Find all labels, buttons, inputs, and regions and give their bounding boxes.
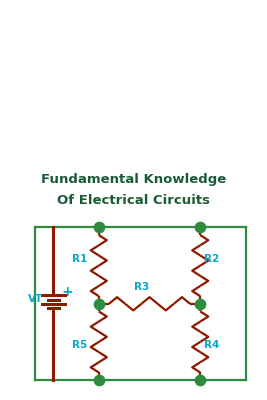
Point [198,224,202,231]
Text: Of Electrical Circuits: Of Electrical Circuits [57,194,210,207]
Text: CIRCUIT: CIRCUIT [53,21,214,55]
Text: R2: R2 [204,254,219,264]
Point [97,300,101,307]
Point [97,377,101,383]
Text: ANALYSIS: ANALYSIS [36,66,231,100]
Text: R4: R4 [204,340,220,350]
Text: VT: VT [28,294,44,304]
Text: R3: R3 [134,282,149,292]
Text: R5: R5 [72,340,87,350]
Text: Fundamental Knowledge: Fundamental Knowledge [41,173,226,186]
Point [198,300,202,307]
Point [97,224,101,231]
Text: +: + [61,285,73,299]
Text: R1: R1 [72,254,87,264]
Point [198,377,202,383]
Text: BASICS: BASICS [59,111,208,145]
